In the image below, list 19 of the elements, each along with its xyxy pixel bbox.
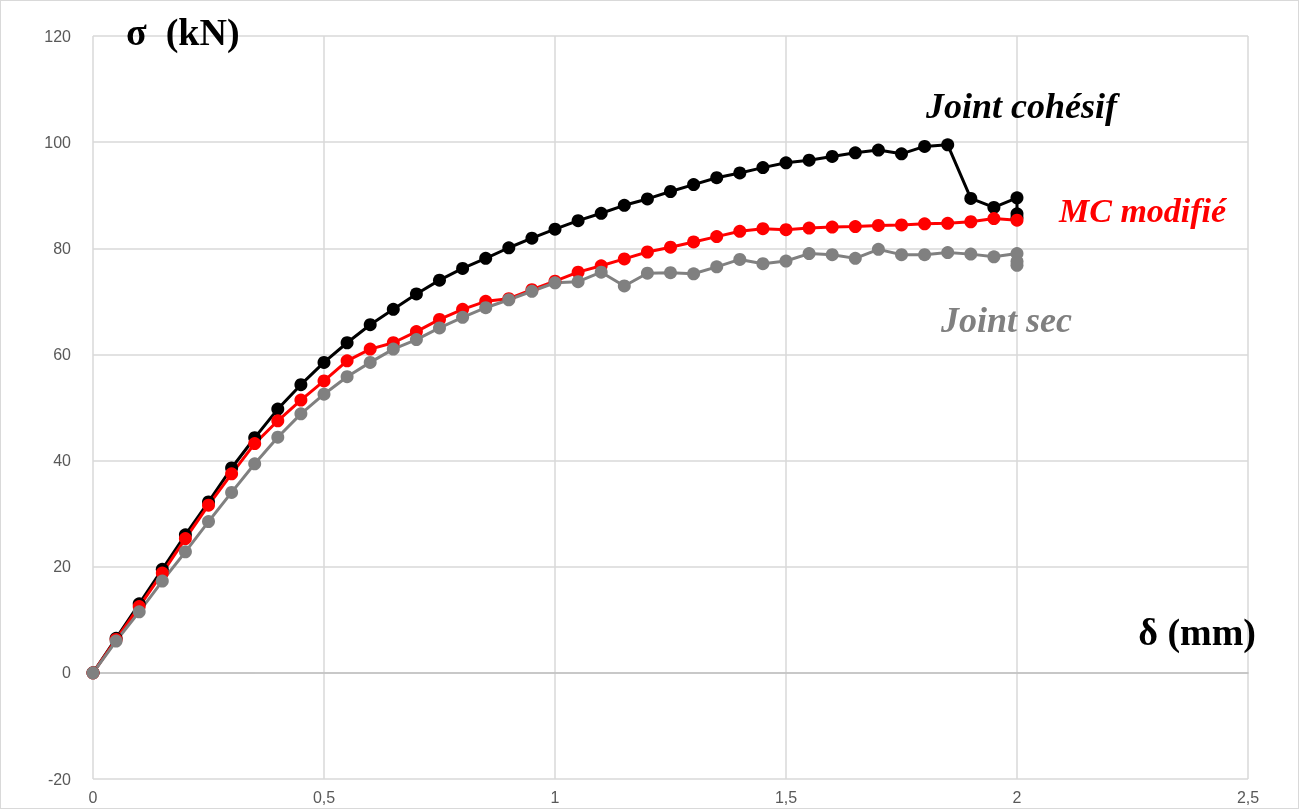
y-tick-label: 0	[62, 664, 72, 682]
series-label: MC modifié	[1058, 191, 1229, 229]
y-tick-label: 40	[53, 452, 72, 470]
x-tick-label: 0,5	[312, 788, 336, 806]
y-tick-label: 60	[53, 345, 72, 363]
y-tick-label: 100	[44, 133, 72, 151]
x-tick-label: 0	[88, 788, 98, 806]
series-label: Joint sec	[940, 300, 1073, 341]
y-tick-label: -20	[47, 770, 72, 788]
series-label: Joint cohésif	[924, 85, 1120, 126]
y-tick-label: 120	[44, 27, 72, 45]
x-tick-label: 1	[550, 788, 560, 806]
y-axis-title: σ (kN)	[126, 11, 240, 54]
x-tick-label: 1,5	[774, 788, 798, 806]
x-axis-title: δ (mm)	[1138, 611, 1256, 654]
y-tick-label: 80	[53, 239, 72, 257]
y-tick-label: 20	[53, 558, 72, 576]
x-tick-label: 2,5	[1236, 788, 1260, 806]
x-tick-label: 2	[1012, 788, 1022, 806]
